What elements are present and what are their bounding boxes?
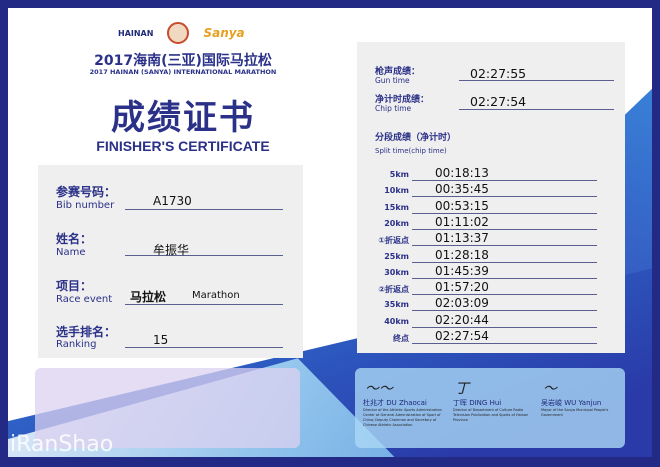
split-time: 01:28:18 [435,247,489,262]
underline [412,228,597,230]
underline [125,255,283,256]
split-row: 30km 01:45:39 [357,264,625,280]
split-time: 01:57:20 [435,280,489,295]
bib-value: A1730 [153,194,192,208]
underline [459,109,614,110]
underline [125,347,283,348]
event-label-en: Race event [56,294,113,305]
split-row: 15km 00:53:15 [357,199,625,215]
underline [125,304,283,305]
name-value: 牟振华 [153,243,190,257]
signatory-name: 吴岩峻 WU Yanjun [541,399,602,407]
split-label: 25km [384,251,409,261]
certificate-title-en: FINISHER'S CERTIFICATE [96,138,270,154]
underline [412,196,597,198]
underline [412,294,597,296]
name-label-cn: 姓名： [56,232,93,246]
underline [412,261,597,263]
underline [412,180,597,181]
signatory-title: Director of the Athletic Sports Administ… [363,408,442,427]
split-time: 01:13:37 [435,231,489,246]
event-title-cn: 2017海南(三亚)国际马拉松 [94,53,272,69]
split-time: 00:53:15 [435,198,489,213]
split-label: ②折返点 [378,285,409,295]
split-row: 20km 01:11:02 [357,215,625,231]
signature-ding: 丁 [455,381,469,397]
gun-time-value: 02:27:55 [470,66,527,81]
split-time: 00:18:13 [435,166,489,180]
split-label: 20km [384,218,409,228]
split-row: 35km 02:03:09 [357,296,625,312]
split-label: 40km [384,316,409,326]
hainan-logo: HAINAN [118,28,154,38]
runner-info-panel: 参赛号码： Bib number A1730 姓名： Name 牟振华 项目： … [38,165,303,358]
split-time: 01:11:02 [435,214,489,229]
ranking-value: 15 [153,333,169,347]
underline [412,326,597,328]
chip-time-value: 02:27:54 [470,94,527,109]
event-title-en: 2017 HAINAN (SANYA) INTERNATIONAL MARATH… [89,68,277,76]
event-label-cn: 项目： [56,279,93,293]
watermark: iRanShao [10,432,114,457]
signatory-name: 杜兆才 DU Zhaocai [363,399,427,407]
split-label: 终点 [393,334,409,343]
split-row: 10km 00:35:45 [357,182,625,198]
signature-wu: 〜 [543,381,557,397]
sanya-logo: Sanya [203,26,245,40]
signature-du: 〜〜 [365,381,393,397]
gun-time-label-cn: 枪声成绩： [375,67,421,77]
signatory-name: 丁晖 DING Hui [453,399,502,407]
signatory-title: Mayor of the Sanya Municipal People's Go… [541,408,609,417]
seal-logo [167,22,190,44]
event-value-cn: 马拉松 [130,290,167,304]
organizers-panel [35,368,300,448]
name-label-en: Name [56,247,86,258]
event-value-en: Marathon [192,290,240,301]
bib-label-cn: 参赛号码： [56,185,117,199]
ranking-label-en: Ranking [56,339,97,350]
chip-time-label-cn: 净计时成绩： [375,95,430,105]
results-panel: 枪声成绩： Gun time 02:27:55 净计时成绩： Chip time… [357,42,625,353]
split-time: 02:20:44 [435,312,489,327]
split-row: 5km 00:18:13 [357,166,625,182]
split-row: 25km 01:28:18 [357,248,625,264]
split-label: 10km [384,186,409,196]
split-time: 01:45:39 [435,263,489,278]
split-row: ①折返点 01:13:37 [357,231,625,247]
sponsor-logos: HAINAN Sanya [118,22,245,44]
underline [412,212,597,214]
underline [412,277,597,279]
split-row: ②折返点 01:57:20 [357,280,625,296]
split-time: 02:27:54 [435,329,489,343]
underline [412,310,597,312]
ranking-label-cn: 选手排名： [56,325,117,339]
split-title-en: Split time(chip time) [375,147,447,155]
split-row: 终点 02:27:54 [357,329,625,345]
signatory-title: Director of Department of Culture Radio … [453,408,529,422]
certificate: HAINAN Sanya 2017海南(三亚)国际马拉松 2017 HAINAN… [8,8,652,457]
split-label: ①折返点 [378,236,409,246]
underline [412,343,597,344]
certificate-title-cn: 成绩证书 [111,98,255,138]
bib-label-en: Bib number [56,200,115,211]
underline [459,80,614,81]
split-label: 5km [389,170,409,179]
underline [412,245,597,247]
split-row: 40km 02:20:44 [357,313,625,329]
split-label: 35km [384,300,409,310]
gun-time-label-en: Gun time [375,76,410,85]
split-label: 15km [384,202,409,212]
split-label: 30km [384,267,409,277]
underline [125,209,283,210]
split-time: 02:03:09 [435,296,489,311]
signatures-panel: 〜〜 杜兆才 DU Zhaocai Director of the Athlet… [355,368,625,448]
chip-time-label-en: Chip time [375,104,412,113]
split-time: 00:35:45 [435,182,489,197]
split-title-cn: 分段成绩（净计时） [375,133,457,143]
